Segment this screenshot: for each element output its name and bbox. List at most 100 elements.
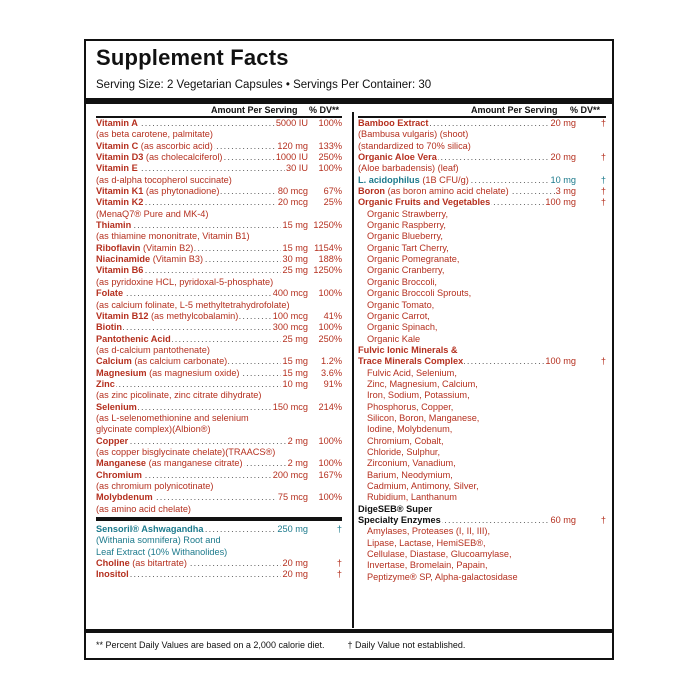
nutrient-description: (as calcium folinate, L-5 methyltetrahyd…	[96, 300, 342, 311]
nutrient-description: (as amino acid chelate)	[96, 504, 342, 515]
sub-ingredient: Organic Carrot,	[367, 310, 430, 321]
nutrient-name: L. acidophilus	[358, 174, 420, 185]
nutrient-name: Boron	[358, 186, 386, 197]
nutrient-label: Calcium (as calcium carbonate)	[96, 356, 229, 368]
sub-ingredient: Zinc, Magnesium, Calcium,	[367, 378, 478, 389]
nutrient-label: Niacinamide (Vitamin B3)	[96, 254, 205, 266]
nutrient-amount: 30 IU	[285, 163, 308, 175]
nutrient-source: (as bitartrate)	[132, 558, 187, 569]
nutrient-amount: 25 mg	[281, 333, 308, 345]
sub-ingredient: Barium, Neodymium,	[367, 469, 453, 480]
left-bottom-column: ........................................…	[96, 524, 342, 581]
nutrient-amount: 20 mg	[549, 118, 576, 130]
nutrient-dv: †	[600, 515, 606, 526]
ingredient-sublist-item: Zirconium, Vanadium,	[358, 458, 606, 469]
nutrient-row: ........................................…	[96, 401, 342, 413]
nutrient-name: Specialty Enzymes	[358, 515, 441, 526]
sub-ingredient: Amylases, Proteases (I, II, III),	[367, 526, 491, 537]
nutrient-label: Boron (as boron amino acid chelate)	[358, 186, 510, 198]
nutrient-dv: †	[600, 152, 606, 163]
ingredient-sublist-item: Organic Kale	[358, 334, 606, 345]
nutrient-description: (Withania somnifera) Root and	[96, 535, 342, 546]
nutrient-name: Vitamin C	[96, 140, 139, 151]
description-text: (as chromium polynicotinate)	[96, 481, 214, 491]
ingredient-sublist-item: Organic Strawberry,	[358, 209, 606, 220]
sub-ingredient: Rubidium, Lanthanum	[367, 492, 457, 503]
nutrient-label: Specialty Enzymes	[358, 515, 442, 527]
nutrient-label: Copper	[96, 435, 130, 447]
sub-ingredient: Organic Blueberry,	[367, 231, 443, 242]
sub-ingredient: Zirconium, Vanadium,	[367, 458, 456, 469]
ingredient-sublist-item: Organic Tomato,	[358, 300, 606, 311]
nutrient-name: Chromium	[96, 469, 142, 480]
nutrient-row: ........................................…	[96, 333, 342, 345]
nutrient-dv: †	[336, 558, 342, 569]
nutrient-amount: 25 mg	[281, 265, 308, 277]
nutrient-description: Leaf Extract (10% Withanolides)	[96, 547, 342, 558]
nutrient-dv: 100%	[318, 163, 343, 174]
bottom-divider	[86, 629, 612, 633]
nutrient-name: Magnesium	[96, 367, 147, 378]
nutrient-row: ........................................…	[96, 197, 342, 209]
nutrient-name: Organic Aloe Vera	[358, 152, 437, 163]
nutrient-description: (as beta carotene, palmitate)	[96, 129, 342, 140]
footer-note-dagger: † Daily Value not established.	[347, 640, 466, 650]
leader-dots: ........................................…	[96, 469, 308, 480]
nutrient-amount: 120 mg	[276, 140, 308, 153]
leader-dots: ........................................…	[96, 220, 308, 231]
ingredient-sublist-item: Organic Pomegranate,	[358, 254, 606, 265]
sub-ingredient: Iron, Sodium, Potassium,	[367, 390, 470, 401]
nutrient-name: Vitamin K2	[96, 197, 144, 208]
sub-ingredient: Iodine, Molybdenum,	[367, 424, 453, 435]
ingredient-sublist-item: Lipase, Lactase, HemiSEB®,	[358, 538, 606, 549]
leader-dots: ........................................…	[96, 242, 308, 253]
nutrient-row: ........................................…	[96, 288, 342, 300]
nutrient-name: Vitamin B6	[96, 265, 144, 276]
leader-dots: ........................................…	[96, 401, 308, 412]
ingredient-sublist-item: Barium, Neodymium,	[358, 470, 606, 481]
left-header-rule	[96, 116, 342, 118]
ingredient-sublist-item: Organic Tart Cherry,	[358, 243, 606, 254]
nutrient-source: (as methylcobalamin)	[151, 310, 239, 321]
nutrient-label: Vitamin K2	[96, 197, 145, 209]
nutrient-name: Trace Minerals Complex	[358, 356, 464, 367]
leader-dots: ........................................…	[96, 333, 308, 344]
nutrient-label: Vitamin B12 (as methylcobalamin)	[96, 310, 240, 323]
nutrient-name: Pantothenic Acid	[96, 333, 171, 344]
nutrient-dv: †	[600, 186, 606, 197]
sub-ingredient: Organic Kale	[367, 333, 421, 344]
nutrient-amount: 2 mg	[286, 458, 308, 470]
nutrient-label: Vitamin C (as ascorbic acid)	[96, 140, 214, 153]
nutrient-amount: 15 mg	[281, 356, 308, 368]
nutrient-amount: 15 mg	[281, 367, 308, 379]
nutrient-amount: 100 mg	[544, 197, 576, 209]
nutrient-dv: 1250%	[313, 220, 342, 231]
nutrient-row: ........................................…	[96, 469, 342, 481]
ingredient-sublist-item: Iodine, Molybdenum,	[358, 424, 606, 435]
leader-dots: ........................................…	[96, 163, 308, 174]
nutrient-source: (as manganese citrate)	[148, 458, 243, 469]
description-text: (Bambusa vulgaris) (shoot)	[358, 129, 469, 140]
leader-dots: ........................................…	[96, 492, 308, 503]
sub-ingredient: Peptizyme® SP, Alpha-galactosidase	[367, 571, 518, 582]
nutrient-dv: 133%	[318, 140, 343, 151]
left-amount-header: Amount Per Serving	[211, 105, 298, 115]
nutrient-label: Zinc	[96, 378, 116, 391]
nutrient-amount: 3 mg	[554, 186, 576, 198]
nutrient-row: ........................................…	[96, 163, 343, 175]
ingredient-sublist-item: Organic Blueberry,	[358, 231, 606, 242]
leader-dots: ........................................…	[358, 356, 576, 367]
panel-title: Supplement Facts	[96, 45, 289, 70]
ingredient-sublist-item: Iron, Sodium, Potassium,	[358, 390, 606, 401]
nutrient-dv: 1.2%	[321, 356, 342, 367]
ingredient-sublist-item: Organic Spinach,	[358, 322, 606, 333]
nutrient-name: Vitamin B12	[96, 310, 149, 321]
sub-ingredient: Lipase, Lactase, HemiSEB®,	[367, 537, 486, 548]
ingredient-sublist-item: Phosphorus, Copper,	[358, 402, 606, 413]
nutrient-amount: 20 mg	[281, 569, 308, 581]
nutrient-dv: †	[336, 569, 342, 580]
nutrient-dv: 250%	[318, 152, 343, 163]
nutrient-name: Vitamin D3	[96, 152, 144, 163]
nutrient-name: Sensoril® Ashwagandha	[96, 524, 204, 534]
description-text: (standardized to 70% silica)	[358, 140, 471, 151]
